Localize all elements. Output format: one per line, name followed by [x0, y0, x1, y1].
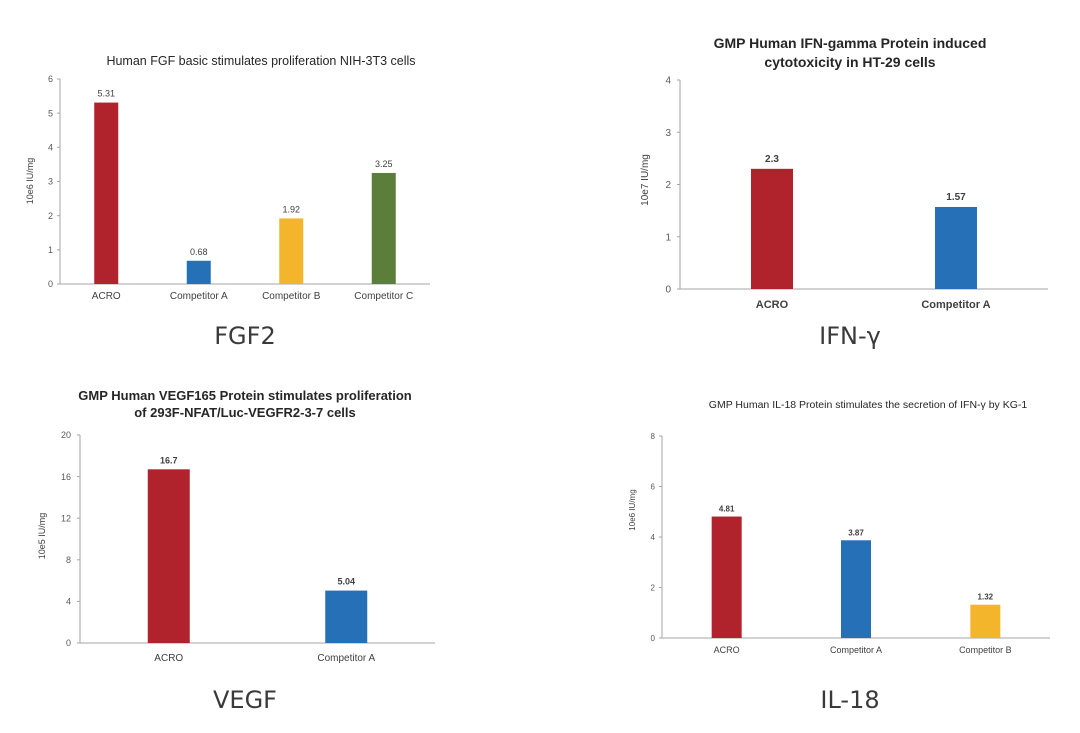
- chart-1-group: GMP Human IFN-gamma Protein induced cytot…: [640, 35, 1048, 311]
- chart-panel-ifn-gamma: [618, 30, 1058, 320]
- bar-acro: [711, 516, 742, 638]
- y-tick-label: 20: [61, 430, 71, 440]
- y-tick-label: 4: [66, 597, 71, 607]
- bar-competitor-c: [371, 172, 396, 284]
- y-tick-label: 3: [665, 128, 671, 139]
- chart-title-line: Human FGF basic stimulates proliferation…: [106, 54, 415, 68]
- bar-competitor-b: [970, 604, 1001, 638]
- data-label-competitor-b: 1.32: [978, 593, 994, 602]
- caption-ifn-gamma: IFN-γ: [819, 322, 881, 350]
- y-tick-label: 8: [651, 432, 656, 441]
- chart-2-group: GMP Human VEGF165 Protein stimulates pro…: [37, 388, 435, 664]
- y-tick-label: 0: [651, 634, 656, 643]
- y-tick-label: 16: [61, 472, 71, 482]
- data-label-acro: 4.81: [719, 505, 735, 514]
- caption-il18: IL-18: [820, 686, 880, 714]
- y-tick-label: 3: [48, 177, 53, 187]
- x-tick-label-competitor-a: Competitor A: [921, 299, 990, 311]
- caption-fgf2: FGF2: [214, 322, 276, 350]
- x-tick-label-acro: ACRO: [756, 299, 789, 311]
- chart-0-group: Human FGF basic stimulates proliferation…: [25, 54, 430, 302]
- y-axis-label: 10e7 IU/mg: [640, 154, 651, 206]
- y-axis-label: 10e6 IU/mg: [25, 158, 35, 205]
- y-tick-label: 0: [665, 285, 671, 296]
- data-label-competitor-a: 5.04: [337, 577, 355, 587]
- data-label-competitor-a: 1.57: [946, 192, 966, 203]
- y-tick-label: 4: [665, 76, 671, 87]
- x-tick-label-competitor-a: Competitor A: [170, 291, 228, 302]
- y-axis-label: 10e6 IU/mg: [628, 489, 637, 530]
- y-tick-label: 0: [48, 279, 53, 289]
- bar-acro: [94, 102, 119, 284]
- y-tick-label: 1: [48, 245, 53, 255]
- y-tick-label: 1: [665, 232, 671, 243]
- y-tick-label: 8: [66, 555, 71, 565]
- chart-title-line: GMP Human VEGF165 Protein stimulates pro…: [78, 388, 412, 403]
- chart-panel-vegf: [30, 380, 450, 670]
- x-tick-label-acro: ACRO: [154, 653, 183, 664]
- data-label-competitor-c: 3.25: [375, 159, 393, 169]
- data-label-competitor-b: 1.92: [282, 204, 300, 214]
- y-tick-label: 2: [48, 211, 53, 221]
- x-tick-label-competitor-b: Competitor B: [959, 645, 1012, 655]
- bar-competitor-a: [935, 206, 977, 289]
- y-tick-label: 6: [48, 74, 53, 84]
- x-tick-label-competitor-a: Competitor A: [830, 645, 882, 655]
- x-tick-label-competitor-b: Competitor B: [262, 291, 321, 302]
- y-tick-label: 0: [66, 638, 71, 648]
- y-tick-label: 12: [61, 513, 71, 523]
- y-tick-label: 6: [651, 482, 656, 491]
- y-tick-label: 2: [651, 583, 656, 592]
- data-label-acro: 16.7: [160, 455, 178, 465]
- bar-competitor-a: [841, 540, 871, 638]
- bar-acro: [751, 168, 793, 289]
- chart-title-line: cytotoxicity in HT-29 cells: [764, 54, 935, 70]
- bar-competitor-b: [279, 218, 304, 284]
- bar-competitor-a: [325, 590, 368, 643]
- x-tick-label-acro: ACRO: [92, 291, 121, 302]
- y-tick-label: 4: [651, 533, 656, 542]
- caption-vegf: VEGF: [213, 686, 277, 714]
- x-tick-label-competitor-c: Competitor C: [354, 291, 413, 302]
- y-tick-label: 2: [665, 180, 671, 191]
- chart-title-line: of 293F-NFAT/Luc-VEGFR2-3-7 cells: [134, 405, 356, 420]
- y-tick-label: 4: [48, 142, 53, 152]
- data-label-acro: 2.3: [765, 154, 779, 165]
- bar-acro: [147, 469, 190, 643]
- data-label-competitor-a: 3.87: [848, 528, 864, 537]
- data-label-acro: 5.31: [97, 89, 115, 99]
- data-label-competitor-a: 0.68: [190, 247, 208, 257]
- y-axis-label: 10e5 IU/mg: [37, 513, 47, 560]
- bar-competitor-a: [186, 260, 211, 284]
- y-tick-label: 5: [48, 108, 53, 118]
- x-tick-label-acro: ACRO: [714, 645, 740, 655]
- chart-3-group: GMP Human IL-18 Protein stimulates the s…: [628, 399, 1050, 655]
- chart-title-line: GMP Human IFN-gamma Protein induced: [714, 35, 987, 51]
- x-tick-label-competitor-a: Competitor A: [317, 653, 375, 664]
- chart-title-line: GMP Human IL-18 Protein stimulates the s…: [709, 399, 1028, 411]
